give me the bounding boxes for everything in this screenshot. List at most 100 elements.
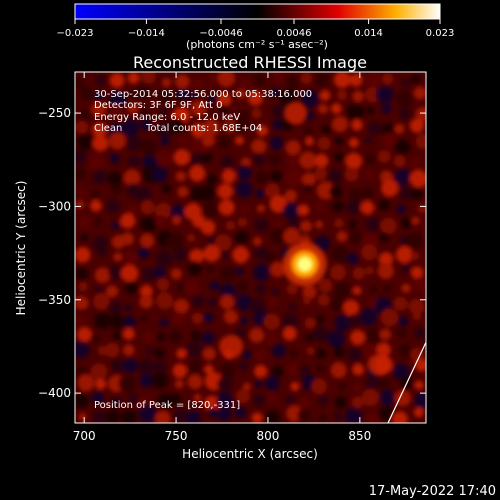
speckle xyxy=(225,220,236,231)
speckle xyxy=(306,346,315,355)
speckle xyxy=(92,122,107,138)
speckle xyxy=(346,314,361,329)
speckle xyxy=(252,393,266,407)
speckle xyxy=(156,278,170,291)
speckle xyxy=(269,136,284,151)
speckle xyxy=(107,300,123,315)
speckle xyxy=(217,183,234,200)
speckle xyxy=(104,342,120,358)
speckle xyxy=(304,317,316,329)
speckle xyxy=(191,294,205,308)
speckle xyxy=(415,358,426,372)
speckle xyxy=(112,330,123,341)
speckle xyxy=(75,340,90,359)
colorbar-unit-label: (photons cm⁻² s⁻¹ asec⁻²) xyxy=(186,38,328,51)
speckle xyxy=(240,78,250,88)
speckle xyxy=(365,216,382,233)
energy-range-label: Energy Range: 6.0 - 12.0 keV xyxy=(94,112,240,123)
speckle xyxy=(282,202,300,220)
speckle xyxy=(139,108,151,120)
speckle xyxy=(91,391,104,404)
colorbar-tick-label: −0.014 xyxy=(128,28,165,39)
speckle xyxy=(216,392,234,409)
speckle xyxy=(204,364,214,375)
speckle xyxy=(141,72,157,84)
speckle xyxy=(237,217,248,227)
speckle xyxy=(314,153,329,168)
speckle xyxy=(93,92,104,102)
speckle xyxy=(284,394,296,405)
speckle xyxy=(219,265,236,282)
speckle xyxy=(321,124,332,135)
speckle xyxy=(360,200,375,215)
speckle xyxy=(338,382,347,391)
speckle xyxy=(153,266,166,279)
speckle xyxy=(173,149,191,166)
speckle xyxy=(254,170,269,185)
speckle xyxy=(272,119,284,131)
speckle xyxy=(413,391,426,410)
speckle xyxy=(109,72,125,88)
speckle xyxy=(110,184,122,196)
speckle xyxy=(365,169,374,179)
speckle xyxy=(218,199,235,216)
x-axis-label: Heliocentric X (arcsec) xyxy=(182,447,318,461)
speckle xyxy=(191,123,206,138)
speckle xyxy=(378,377,391,390)
speckle xyxy=(186,340,204,358)
speckle xyxy=(209,280,221,291)
speckle xyxy=(236,164,252,180)
speckle xyxy=(159,107,169,116)
speckle xyxy=(202,347,216,361)
speckle xyxy=(298,364,311,377)
speckle xyxy=(331,245,349,263)
speckle xyxy=(361,388,380,407)
speckle xyxy=(414,380,424,390)
time-range-label: 30-Sep-2014 05:32:56.000 to 05:38:16.000 xyxy=(94,89,312,100)
secondary-source xyxy=(219,334,244,359)
speckle xyxy=(377,263,394,280)
speckle xyxy=(235,180,253,198)
speckle xyxy=(279,89,297,106)
speckle xyxy=(91,102,106,117)
limb-line xyxy=(387,340,426,423)
speckle xyxy=(207,407,218,418)
speckle xyxy=(414,326,426,340)
peak-source xyxy=(296,256,313,273)
speckle xyxy=(266,333,278,345)
speckle xyxy=(78,412,87,421)
speckle xyxy=(156,332,166,342)
speckle xyxy=(157,393,174,410)
speckle xyxy=(249,327,265,343)
speckle xyxy=(400,263,412,275)
speckle xyxy=(398,185,414,201)
speckle xyxy=(123,303,133,313)
speckle xyxy=(155,250,173,268)
speckle xyxy=(175,171,186,182)
speckle xyxy=(317,136,331,151)
speckle xyxy=(256,204,266,213)
speckle xyxy=(187,260,202,276)
x-tick-label: 850 xyxy=(348,429,371,443)
speckle xyxy=(350,330,366,345)
speckle xyxy=(253,73,266,87)
speckle xyxy=(90,199,102,212)
speckle xyxy=(269,170,283,183)
speckle xyxy=(369,285,378,294)
colorbar-tick-label: 0.014 xyxy=(354,28,383,39)
colorbar-tick-label: −0.023 xyxy=(56,28,93,39)
speckle xyxy=(171,215,182,226)
speckle xyxy=(123,250,138,266)
speckle xyxy=(407,232,424,250)
speckle xyxy=(332,200,344,213)
speckle xyxy=(145,347,154,356)
speckle xyxy=(352,363,365,376)
speckle xyxy=(394,139,411,156)
speckle xyxy=(185,410,201,423)
speckle xyxy=(329,264,347,281)
speckle xyxy=(156,292,174,310)
speckle xyxy=(333,72,351,88)
y-tick-label: −300 xyxy=(38,199,71,213)
speckle xyxy=(168,329,183,344)
